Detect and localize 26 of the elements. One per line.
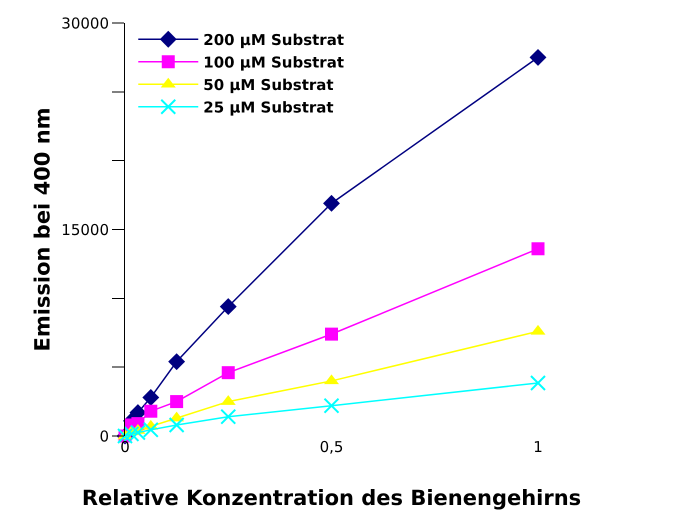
point (142, 389, 160, 406)
y-tick-label: 15000 (61, 220, 109, 239)
point (325, 328, 338, 341)
x-axis-title: Relative Konzentration des Bienengehirns (82, 486, 582, 510)
legend-label: 50 µM Substrat (203, 76, 334, 94)
point (530, 375, 546, 391)
point (532, 242, 544, 256)
x-tick-label: 0 (120, 438, 130, 456)
y-axis-title: Emission bei 400 nm (30, 107, 54, 352)
y-tick-label: 30000 (61, 14, 109, 32)
x-tick-label: 0,5 (320, 438, 344, 456)
legend-label: 100 µM Substrat (203, 54, 344, 72)
point (168, 416, 185, 433)
point (168, 353, 186, 370)
point (220, 408, 236, 425)
point (144, 404, 158, 418)
point (324, 398, 340, 414)
point (222, 366, 235, 380)
legend-label: 200 µM Substrat (203, 31, 344, 50)
point (170, 395, 184, 408)
point (323, 194, 340, 212)
point (220, 298, 237, 316)
point (123, 426, 140, 442)
legend-label: 25 µM Substrat (203, 98, 334, 117)
x-tick-label: 1 (533, 438, 543, 456)
point (530, 48, 546, 66)
